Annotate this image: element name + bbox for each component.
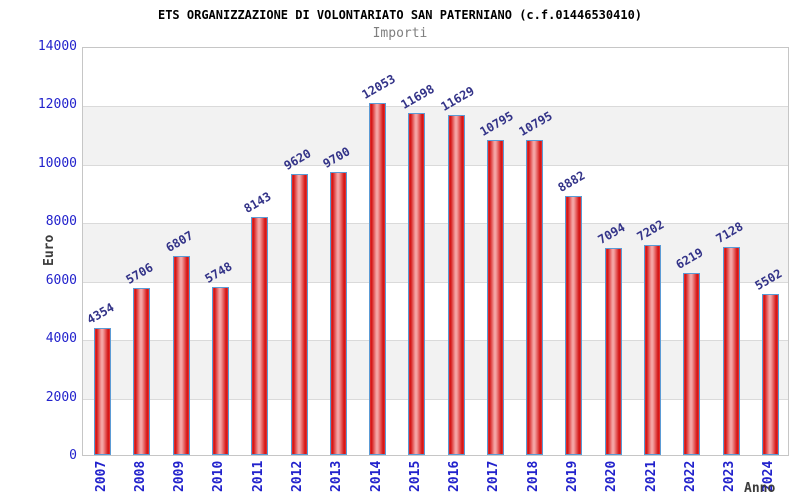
x-tick-label: 2023 <box>722 460 738 492</box>
bar-2013 <box>329 171 347 455</box>
y-tick-label: 14000 <box>37 39 77 54</box>
x-tick-label: 2017 <box>486 460 502 492</box>
y-tick-label: 6000 <box>45 272 77 288</box>
x-tick-label: 2011 <box>250 460 266 492</box>
grid-band-gray <box>83 340 788 399</box>
bar-2012 <box>290 173 308 455</box>
bar-2016 <box>447 115 465 455</box>
x-tick-label: 2008 <box>132 460 148 492</box>
x-tick-label: 2018 <box>525 460 541 492</box>
x-tick-label: 2009 <box>172 460 188 492</box>
bar-2007 <box>94 327 112 455</box>
chart-subtitle: Importi <box>372 26 428 41</box>
x-tick-label: 2014 <box>368 460 384 492</box>
y-tick-label: 4000 <box>45 331 77 347</box>
y-tick-label: 0 <box>69 448 77 463</box>
y-tick-label: 8000 <box>45 214 77 230</box>
y-tick-label: 2000 <box>45 389 77 405</box>
bar-2022 <box>683 273 701 455</box>
grid-band-white <box>83 281 788 340</box>
x-tick-label: 2013 <box>329 460 345 492</box>
grid-band-gray <box>83 106 788 165</box>
x-tick-label: 2019 <box>564 460 580 492</box>
x-tick-label: 2010 <box>211 460 227 492</box>
bar-2019 <box>565 195 583 455</box>
bar-2011 <box>251 217 269 455</box>
x-tick-label: 2016 <box>447 460 463 492</box>
bar-2024 <box>761 294 779 455</box>
grid-band-white <box>83 398 788 457</box>
bar-2014 <box>369 102 387 455</box>
plot-area: 4354 5706 6807 5748 8143 9620 9700 12053 11698 11… <box>82 47 789 456</box>
bar-2021 <box>644 244 662 455</box>
y-tick-label: 10000 <box>37 155 77 171</box>
bar-2020 <box>604 247 622 455</box>
bar-2010 <box>211 287 229 455</box>
bar-2023 <box>722 246 740 455</box>
bar-2008 <box>133 288 151 455</box>
bar-2009 <box>172 256 190 455</box>
y-tick-label: 12000 <box>37 97 77 113</box>
grid-band-gray <box>83 223 788 282</box>
x-tick-label: 2021 <box>643 460 659 492</box>
bar-2015 <box>408 113 426 455</box>
x-tick-label: 2012 <box>290 460 306 492</box>
bar-2018 <box>526 139 544 455</box>
grid-band-white <box>83 164 788 223</box>
x-axis-label: Anno <box>744 481 776 496</box>
x-tick-label: 2022 <box>682 460 698 492</box>
y-axis-label: Euro <box>42 234 57 266</box>
bar-2017 <box>486 139 504 455</box>
x-tick-label: 2020 <box>604 460 620 492</box>
x-tick-label: 2007 <box>93 460 109 492</box>
chart-title: ETS ORGANIZZAZIONE DI VOLONTARIATO SAN P… <box>157 8 643 22</box>
grid-band-white <box>83 48 788 106</box>
x-tick-label: 2015 <box>407 460 423 492</box>
